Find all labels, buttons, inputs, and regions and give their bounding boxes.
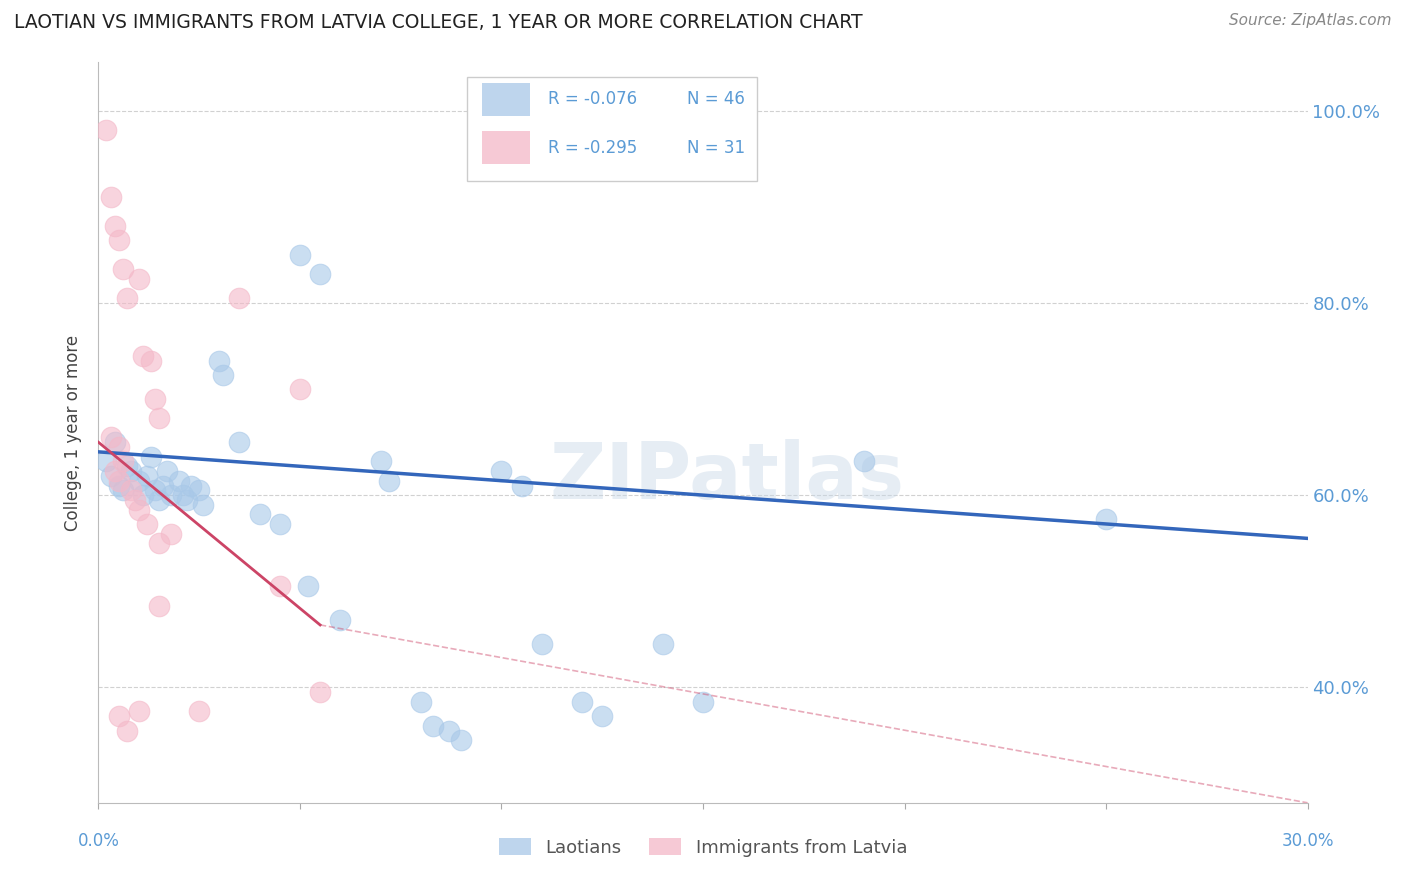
Text: Source: ZipAtlas.com: Source: ZipAtlas.com	[1229, 13, 1392, 29]
Point	[115, 291, 138, 305]
Point	[228, 291, 250, 305]
Point	[111, 483, 134, 498]
Point	[100, 430, 122, 444]
Point	[111, 262, 134, 277]
Point	[103, 435, 125, 450]
Point	[160, 526, 183, 541]
Point	[188, 483, 211, 498]
Point	[152, 478, 174, 492]
FancyBboxPatch shape	[482, 83, 530, 116]
Point	[288, 382, 311, 396]
Point	[288, 248, 311, 262]
Text: N = 31: N = 31	[688, 138, 745, 157]
Point	[571, 695, 593, 709]
Point	[692, 695, 714, 709]
Point	[377, 474, 399, 488]
Point	[156, 464, 179, 478]
Point	[437, 723, 460, 738]
Point	[297, 579, 319, 593]
Point	[143, 392, 166, 406]
Point	[167, 474, 190, 488]
Point	[309, 685, 332, 699]
Point	[128, 705, 150, 719]
Legend: Laotians, Immigrants from Latvia: Laotians, Immigrants from Latvia	[492, 830, 914, 864]
Point	[148, 492, 170, 507]
Point	[132, 349, 155, 363]
Point	[100, 469, 122, 483]
Point	[450, 733, 472, 747]
Point	[208, 353, 231, 368]
Point	[107, 478, 129, 492]
Point	[269, 516, 291, 531]
Point	[107, 233, 129, 247]
Point	[143, 483, 166, 498]
Point	[96, 454, 118, 468]
Point	[100, 190, 122, 204]
Point	[228, 435, 250, 450]
Point	[115, 723, 138, 738]
Point	[135, 516, 157, 531]
Point	[148, 536, 170, 550]
Point	[491, 464, 513, 478]
Text: R = -0.295: R = -0.295	[548, 138, 637, 157]
Point	[160, 488, 183, 502]
Point	[115, 459, 138, 474]
Text: N = 46: N = 46	[688, 90, 745, 109]
Point	[120, 464, 142, 478]
Point	[409, 695, 432, 709]
Point	[212, 368, 235, 382]
Point	[180, 478, 202, 492]
Point	[176, 492, 198, 507]
Y-axis label: College, 1 year or more: College, 1 year or more	[65, 334, 83, 531]
Point	[591, 709, 613, 723]
Point	[107, 709, 129, 723]
Point	[148, 599, 170, 613]
Point	[139, 450, 162, 464]
Point	[103, 219, 125, 233]
Point	[107, 474, 129, 488]
Text: LAOTIAN VS IMMIGRANTS FROM LATVIA COLLEGE, 1 YEAR OR MORE CORRELATION CHART: LAOTIAN VS IMMIGRANTS FROM LATVIA COLLEG…	[14, 13, 863, 32]
Point	[309, 267, 332, 281]
Point	[422, 719, 444, 733]
Point	[1095, 512, 1118, 526]
Text: 30.0%: 30.0%	[1281, 832, 1334, 850]
Point	[120, 483, 142, 498]
Point	[188, 705, 211, 719]
Text: ZIPatlas: ZIPatlas	[550, 439, 904, 515]
Point	[132, 488, 155, 502]
Point	[172, 488, 194, 502]
Point	[510, 478, 533, 492]
Point	[370, 454, 392, 468]
Point	[128, 502, 150, 516]
Point	[111, 454, 134, 468]
Point	[124, 492, 146, 507]
Point	[193, 498, 215, 512]
Point	[329, 613, 352, 627]
Point	[128, 272, 150, 286]
Point	[249, 508, 271, 522]
Point	[853, 454, 876, 468]
Point	[96, 122, 118, 136]
Point	[107, 440, 129, 454]
Point	[651, 637, 673, 651]
Point	[103, 464, 125, 478]
Text: 0.0%: 0.0%	[77, 832, 120, 850]
FancyBboxPatch shape	[482, 131, 530, 164]
Point	[139, 353, 162, 368]
Point	[135, 469, 157, 483]
Text: R = -0.076: R = -0.076	[548, 90, 637, 109]
Point	[269, 579, 291, 593]
Point	[128, 474, 150, 488]
FancyBboxPatch shape	[467, 78, 758, 181]
Point	[530, 637, 553, 651]
Point	[148, 411, 170, 425]
